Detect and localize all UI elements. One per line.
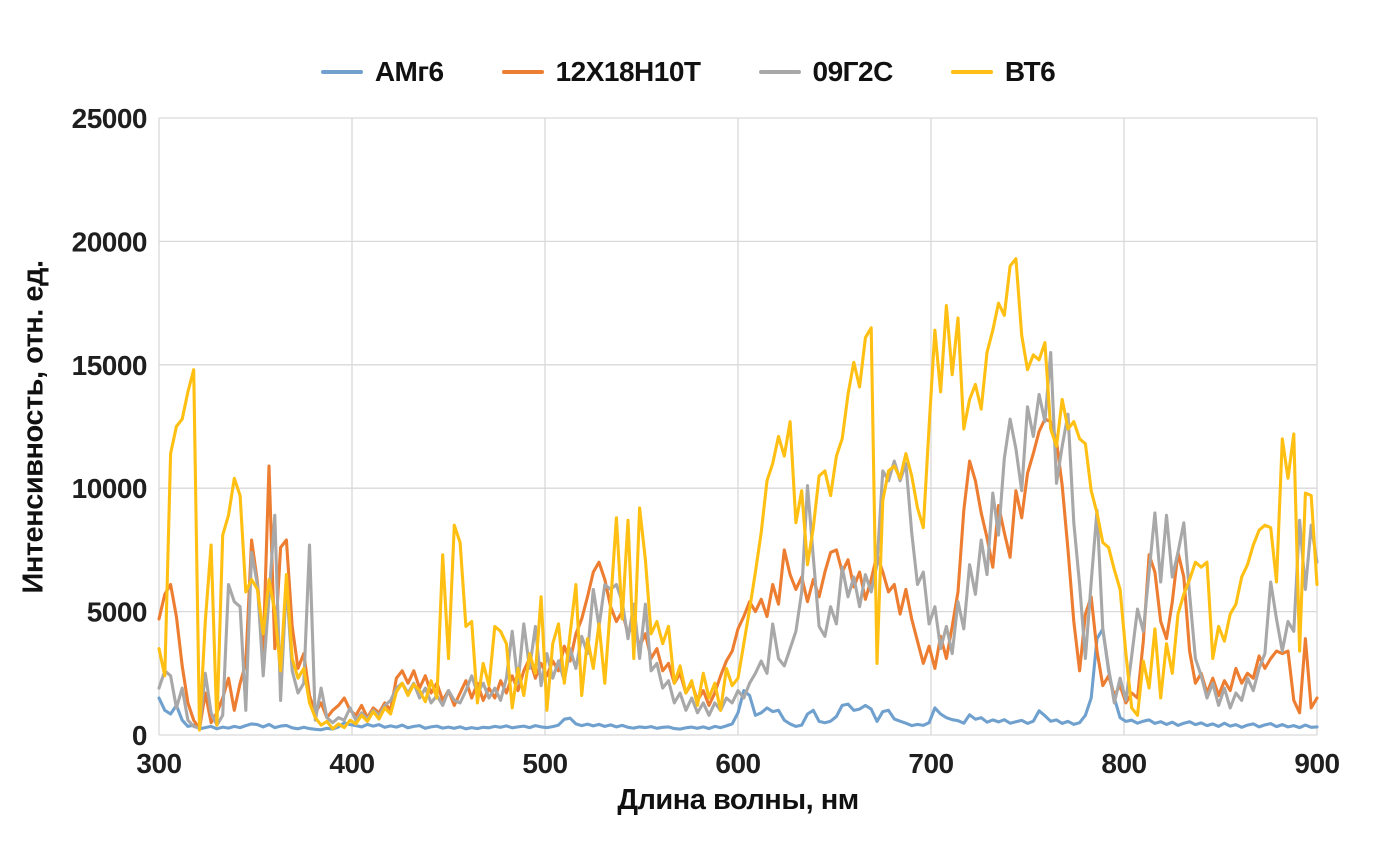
series-line-09Г2С: [157, 350, 1319, 730]
x-tick-label: 800: [1101, 748, 1146, 779]
y-tick-label: 15000: [72, 350, 147, 381]
legend-label: 09Г2С: [812, 56, 894, 87]
y-tick-label: 10000: [72, 473, 147, 504]
y-tick-label: 0: [132, 720, 147, 751]
legend-label: 12Х18Н10Т: [555, 56, 701, 87]
legend-item: ВТ6: [950, 56, 1056, 88]
legend: АМг6 12Х18Н10Т 09Г2С ВТ6: [0, 56, 1376, 88]
legend-swatch-icon: [758, 70, 801, 74]
x-tick-label: 900: [1294, 748, 1339, 779]
legend-label: АМг6: [374, 56, 444, 87]
legend-item: АМг6: [320, 56, 444, 88]
x-tick-label: 600: [715, 748, 760, 779]
y-tick-label: 5000: [87, 597, 147, 628]
y-tick-label: 20000: [72, 226, 147, 257]
legend-label: ВТ6: [1004, 56, 1056, 87]
x-tick-label: 300: [136, 748, 181, 779]
legend-item: 09Г2С: [758, 56, 894, 88]
series-line-АМг6: [157, 627, 1319, 732]
legend-swatch-icon: [320, 70, 363, 74]
legend-swatch-icon: [501, 70, 544, 74]
legend-swatch-icon: [950, 70, 993, 74]
legend-item: 12Х18Н10Т: [501, 56, 701, 88]
x-tick-label: 500: [522, 748, 567, 779]
x-tick-label: 400: [329, 748, 374, 779]
x-axis-title: Длина волны, нм: [617, 784, 859, 816]
x-tick-label: 700: [908, 748, 953, 779]
y-axis-title: Интенсивность, отн. ед.: [17, 260, 50, 594]
series-line-ВТ6: [157, 257, 1319, 732]
y-tick-label: 25000: [72, 103, 147, 134]
